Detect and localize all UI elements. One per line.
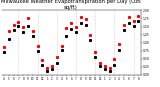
Title: Milwaukee Weather Evapotranspiration per Day (Ozs sq/ft): Milwaukee Weather Evapotranspiration per… bbox=[1, 0, 141, 10]
